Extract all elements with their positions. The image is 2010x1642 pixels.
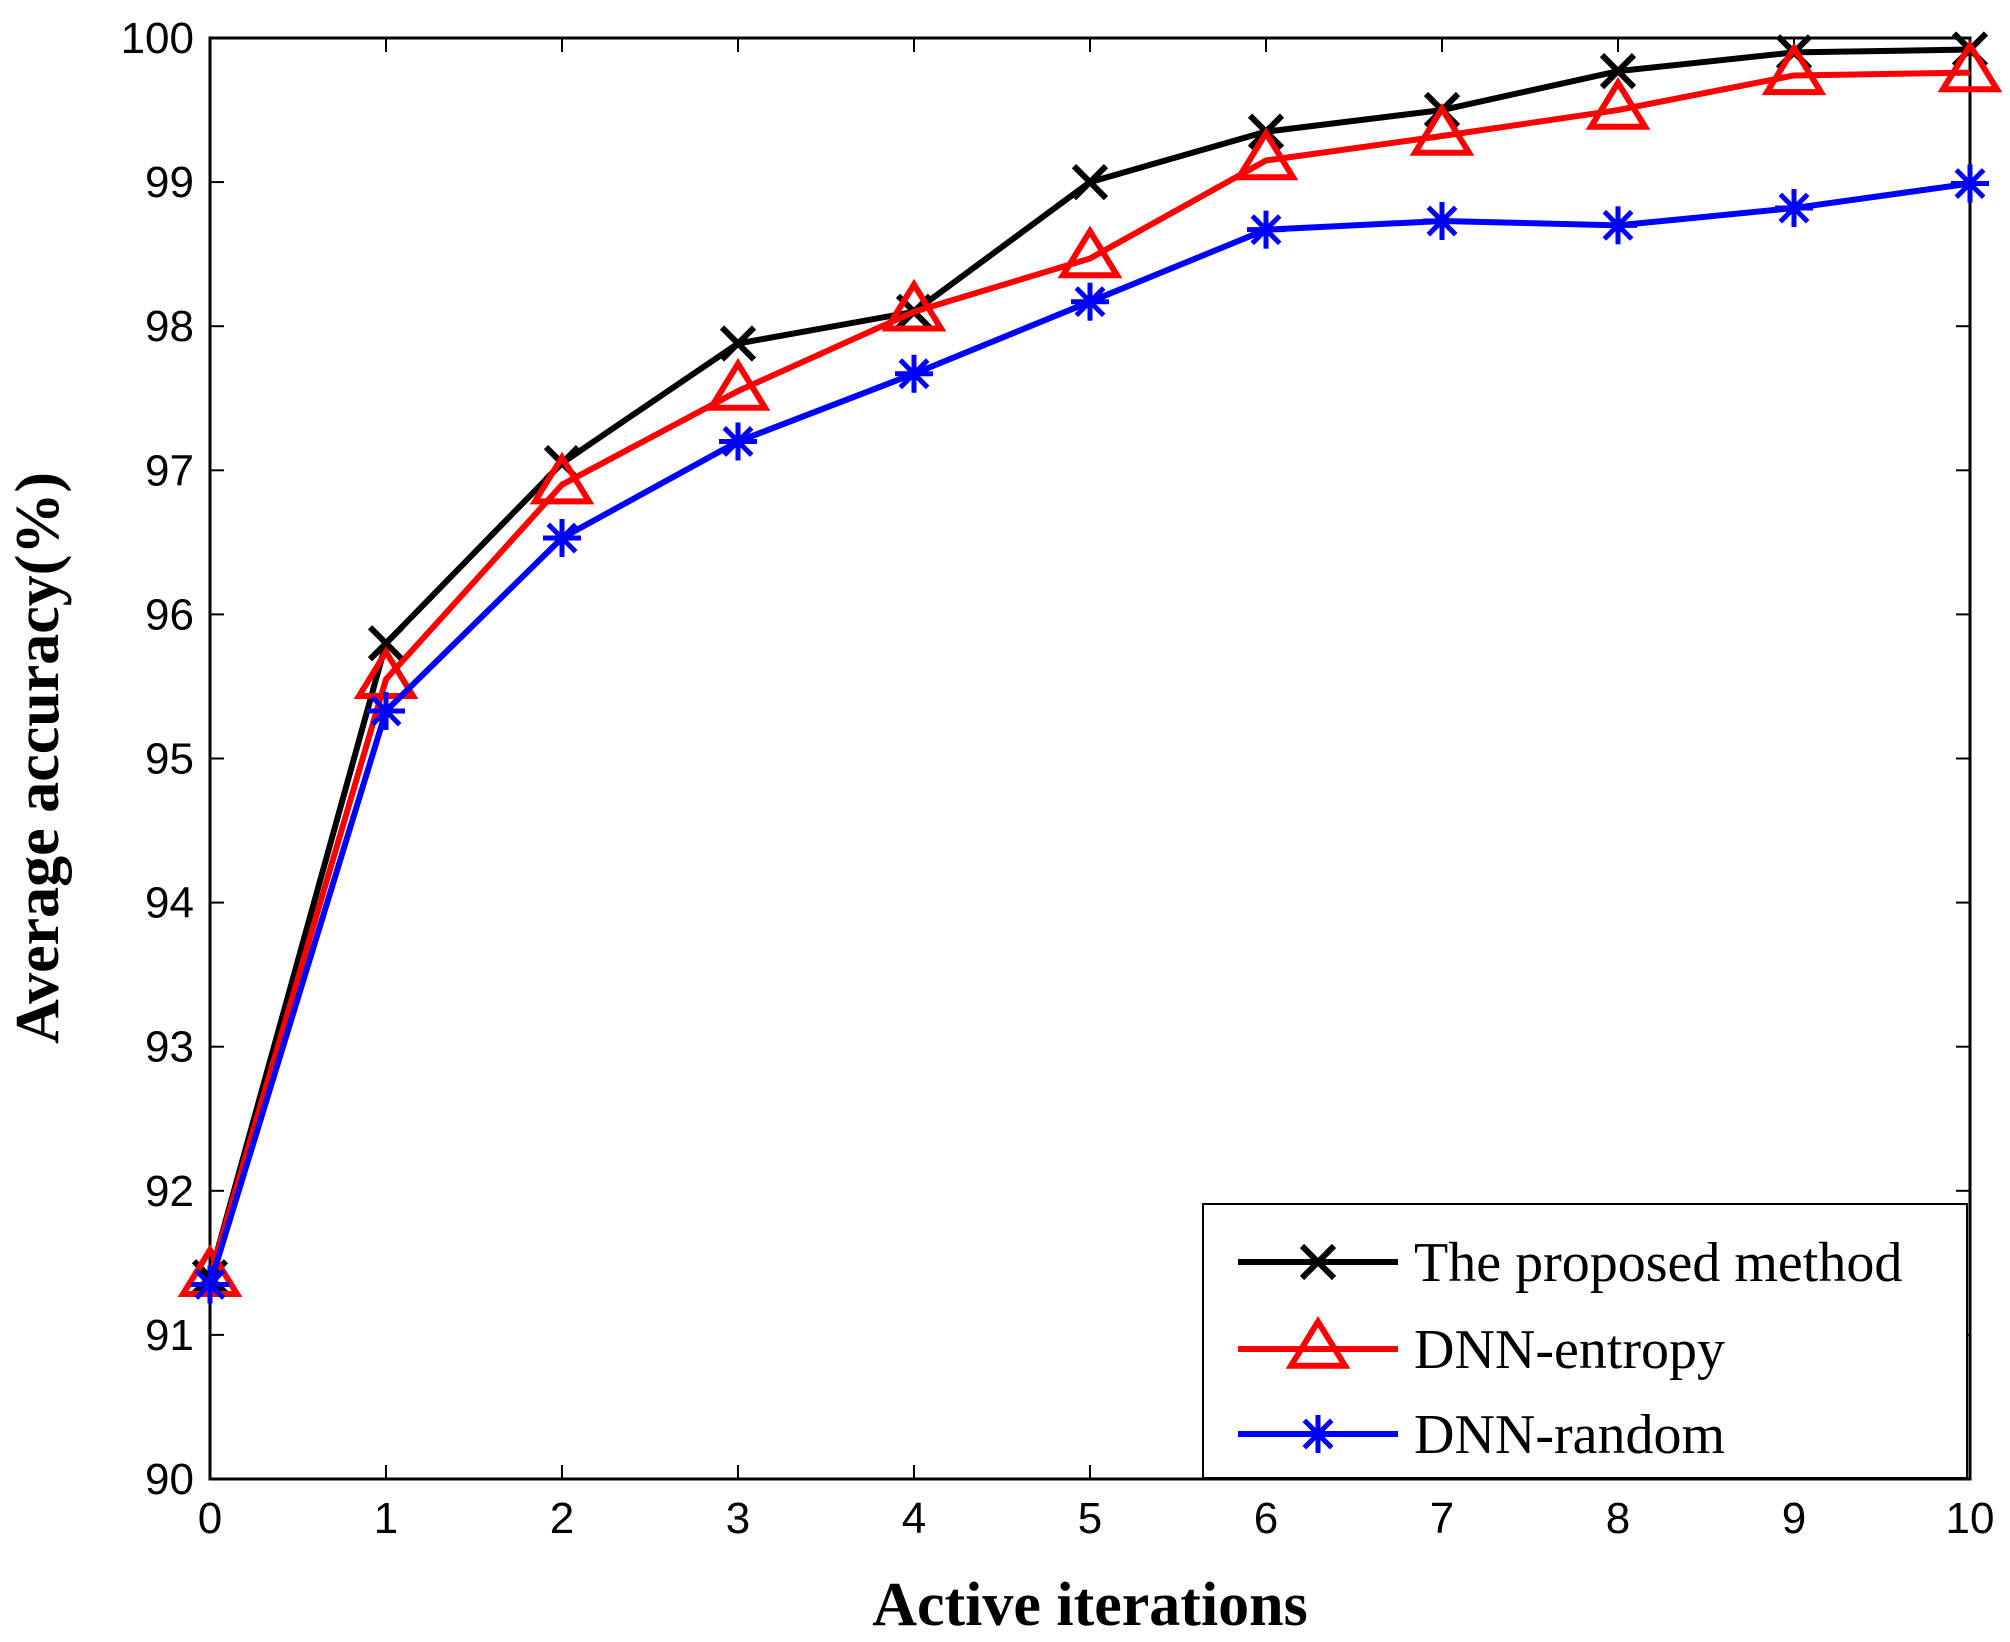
- data-point: [1247, 210, 1285, 249]
- data-point: [719, 325, 757, 362]
- data-point: [1057, 225, 1123, 279]
- data-point: [881, 278, 947, 332]
- y-tick-label: 94: [145, 879, 194, 928]
- data-point: [1423, 202, 1461, 241]
- legend-items: The proposed method DNN-entropy DNN-random: [1238, 1232, 1902, 1466]
- series-layer: [177, 31, 2003, 1304]
- data-point: [367, 691, 405, 730]
- data-point: [1937, 39, 2003, 93]
- data-point: [1599, 206, 1637, 245]
- x-axis: 0 1 2 3 4 5 6 7 8 9 10: [198, 38, 1995, 1543]
- y-tick-label: 92: [145, 1167, 194, 1216]
- series-line: [207, 69, 1971, 1279]
- x-tick-label: 10: [1946, 1494, 1995, 1543]
- data-point: [1761, 42, 1827, 96]
- data-point: [529, 451, 595, 505]
- x-tick-label: 5: [1078, 1494, 1102, 1543]
- legend-item: DNN-entropy: [1238, 1315, 1725, 1381]
- x-tick-label: 9: [1782, 1494, 1806, 1543]
- data-point: [1071, 282, 1109, 321]
- data-point: [1951, 164, 1989, 203]
- x-tick-label: 1: [374, 1494, 398, 1543]
- data-point: [1233, 127, 1299, 181]
- data-point: [367, 625, 405, 662]
- x-tick-label: 0: [198, 1494, 222, 1543]
- data-point: [1599, 53, 1637, 90]
- legend-marker: [1299, 1415, 1337, 1453]
- data-point: [1409, 102, 1475, 156]
- x-tick-label: 6: [1254, 1494, 1278, 1543]
- data-point: [543, 519, 581, 558]
- x-tick-label: 7: [1430, 1494, 1454, 1543]
- legend-item: DNN-random: [1238, 1404, 1725, 1466]
- x-axis-label: Active iterations: [872, 1571, 1308, 1639]
- data-point: [191, 1265, 229, 1304]
- y-tick-label: 96: [145, 590, 194, 639]
- data-point: [1071, 163, 1109, 201]
- series-2: [191, 164, 1989, 1304]
- y-axis: 90 91 92 93 94 95 96 97 98 99 100: [121, 14, 1970, 1504]
- y-tick-label: 97: [145, 446, 194, 495]
- y-tick-label: 95: [145, 735, 194, 784]
- data-point: [1775, 189, 1813, 228]
- legend-item: The proposed method: [1238, 1232, 1902, 1294]
- y-tick-label: 90: [145, 1455, 194, 1504]
- data-point: [895, 354, 933, 393]
- data-point: [719, 422, 757, 461]
- legend-label: The proposed method: [1414, 1232, 1902, 1294]
- legend-label: DNN-random: [1414, 1404, 1725, 1466]
- legend-marker: [1299, 1243, 1337, 1281]
- y-tick-label: 91: [145, 1311, 194, 1360]
- x-tick-label: 2: [550, 1494, 574, 1543]
- legend-label: DNN-entropy: [1414, 1319, 1725, 1381]
- y-tick-label: 99: [145, 158, 194, 207]
- y-tick-label: 98: [145, 302, 194, 351]
- data-point: [705, 358, 771, 411]
- x-tick-label: 8: [1606, 1494, 1630, 1543]
- y-axis-label: Average accuracy(%): [4, 472, 72, 1044]
- legend: The proposed method DNN-entropy DNN-random: [1202, 1203, 1968, 1479]
- legend-marker: [1285, 1315, 1351, 1369]
- data-point: [1585, 77, 1651, 130]
- x-tick-label: 3: [726, 1494, 750, 1543]
- y-tick-label: 100: [121, 14, 194, 63]
- x-tick-label: 4: [902, 1494, 926, 1543]
- y-tick-label: 93: [145, 1023, 194, 1072]
